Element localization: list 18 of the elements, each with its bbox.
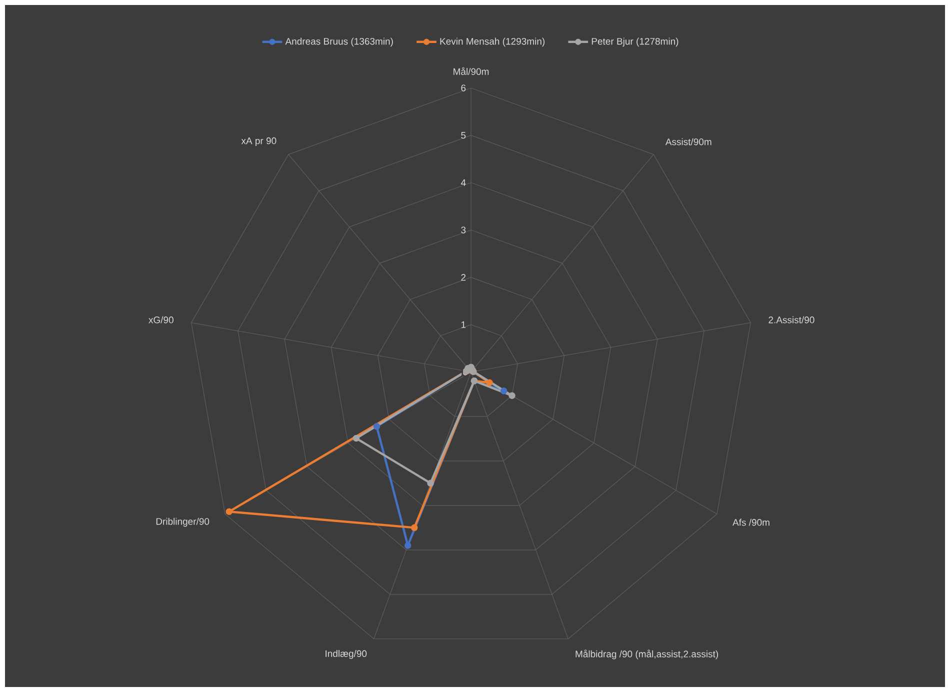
legend-label: Kevin Mensah (1293min)	[440, 38, 545, 47]
spoke-label: Mål/90m	[454, 67, 489, 75]
spoke-label: Målbidrag /90 (mål,assist,2.assist)	[576, 650, 718, 660]
y-tick-label: 5	[461, 132, 466, 139]
y-tick-label: 4	[460, 179, 466, 186]
spoke-label: Indlæg/90	[326, 650, 367, 659]
spoke-label: Driblinger/90	[156, 518, 210, 527]
spoke-label: xA pr 90	[241, 137, 276, 146]
spoke-label: Assist/90m	[665, 138, 712, 146]
y-tick-label: 3	[461, 226, 466, 234]
spoke-label: xG/90	[148, 316, 174, 324]
legend-label: Peter Bjur (1278min)	[592, 38, 678, 47]
legend-label: Andreas Bruus (1363min)	[285, 38, 393, 47]
spoke-label: Afs /90m	[732, 518, 770, 526]
y-tick-label: 2	[461, 274, 466, 281]
spoke-label: 2.Assist/90	[768, 316, 814, 324]
y-tick-label: 6	[461, 84, 466, 92]
y-tick-label: 1	[461, 321, 466, 328]
